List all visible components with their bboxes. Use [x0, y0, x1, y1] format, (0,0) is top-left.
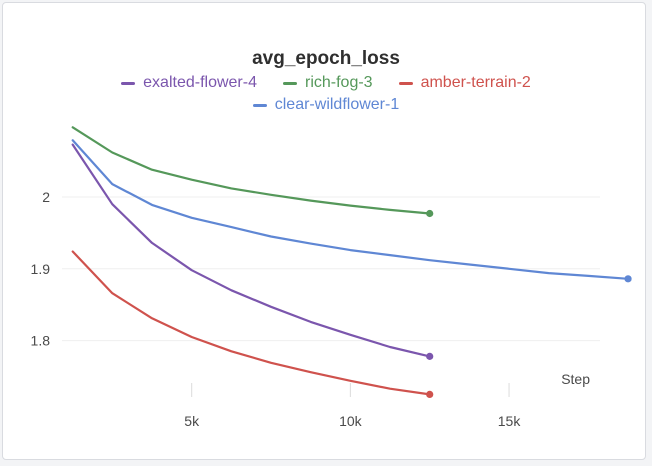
chart-panel [2, 2, 646, 460]
legend-label: rich-fog-3 [304, 74, 373, 91]
legend-row-2: clear-wildflower-1 [0, 96, 652, 114]
series-line-rich-fog-3 [71, 126, 431, 215]
axis-layer: 1.8 1.9 2 5k 10k 15k [31, 189, 522, 429]
legend-item-exalted-flower-4[interactable]: exalted-flower-4 [121, 74, 257, 92]
legend-item-amber-terrain-2[interactable]: amber-terrain-2 [398, 74, 531, 92]
series-end-point-clear-wildflower-1 [624, 275, 632, 283]
legend-item-clear-wildflower-1[interactable]: clear-wildflower-1 [252, 96, 400, 114]
series-end-point-amber-terrain-2 [426, 390, 434, 399]
legend-label: amber-terrain-2 [420, 74, 531, 91]
legend-swatch [252, 103, 267, 107]
legend-label: clear-wildflower-1 [274, 96, 400, 113]
legend-item-rich-fog-3[interactable]: rich-fog-3 [282, 74, 373, 92]
series-end-point-rich-fog-3 [426, 209, 434, 218]
series-line-clear-wildflower-1 [71, 139, 630, 280]
x-tick-label: 5k [184, 413, 200, 429]
x-tick-label: 10k [339, 413, 363, 429]
legend-swatch [121, 81, 136, 85]
series-line-amber-terrain-2 [71, 250, 431, 396]
legend-swatch [282, 81, 297, 85]
x-axis-title: Step [561, 371, 590, 387]
grid-layer [62, 196, 600, 397]
y-tick-label: 2 [42, 189, 50, 205]
x-tick-label: 15k [498, 413, 522, 429]
series-layer [71, 126, 632, 399]
y-tick-label: 1.8 [31, 333, 51, 349]
y-tick-label: 1.9 [31, 261, 51, 277]
legend-label: exalted-flower-4 [143, 74, 257, 91]
legend-row-1: exalted-flower-4 rich-fog-3 amber-terrai… [0, 74, 652, 92]
series-end-point-exalted-flower-4 [426, 352, 434, 360]
legend-swatch [398, 81, 413, 85]
chart-title: avg_epoch_loss [252, 48, 400, 69]
series-line-exalted-flower-4 [71, 143, 431, 358]
